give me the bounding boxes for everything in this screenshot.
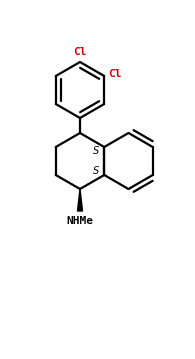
Text: S: S bbox=[93, 146, 99, 156]
Polygon shape bbox=[77, 189, 82, 211]
Text: S: S bbox=[93, 166, 99, 176]
Text: Cl: Cl bbox=[73, 47, 87, 57]
Text: Cl: Cl bbox=[108, 69, 122, 79]
Text: NHMe: NHMe bbox=[66, 216, 93, 226]
